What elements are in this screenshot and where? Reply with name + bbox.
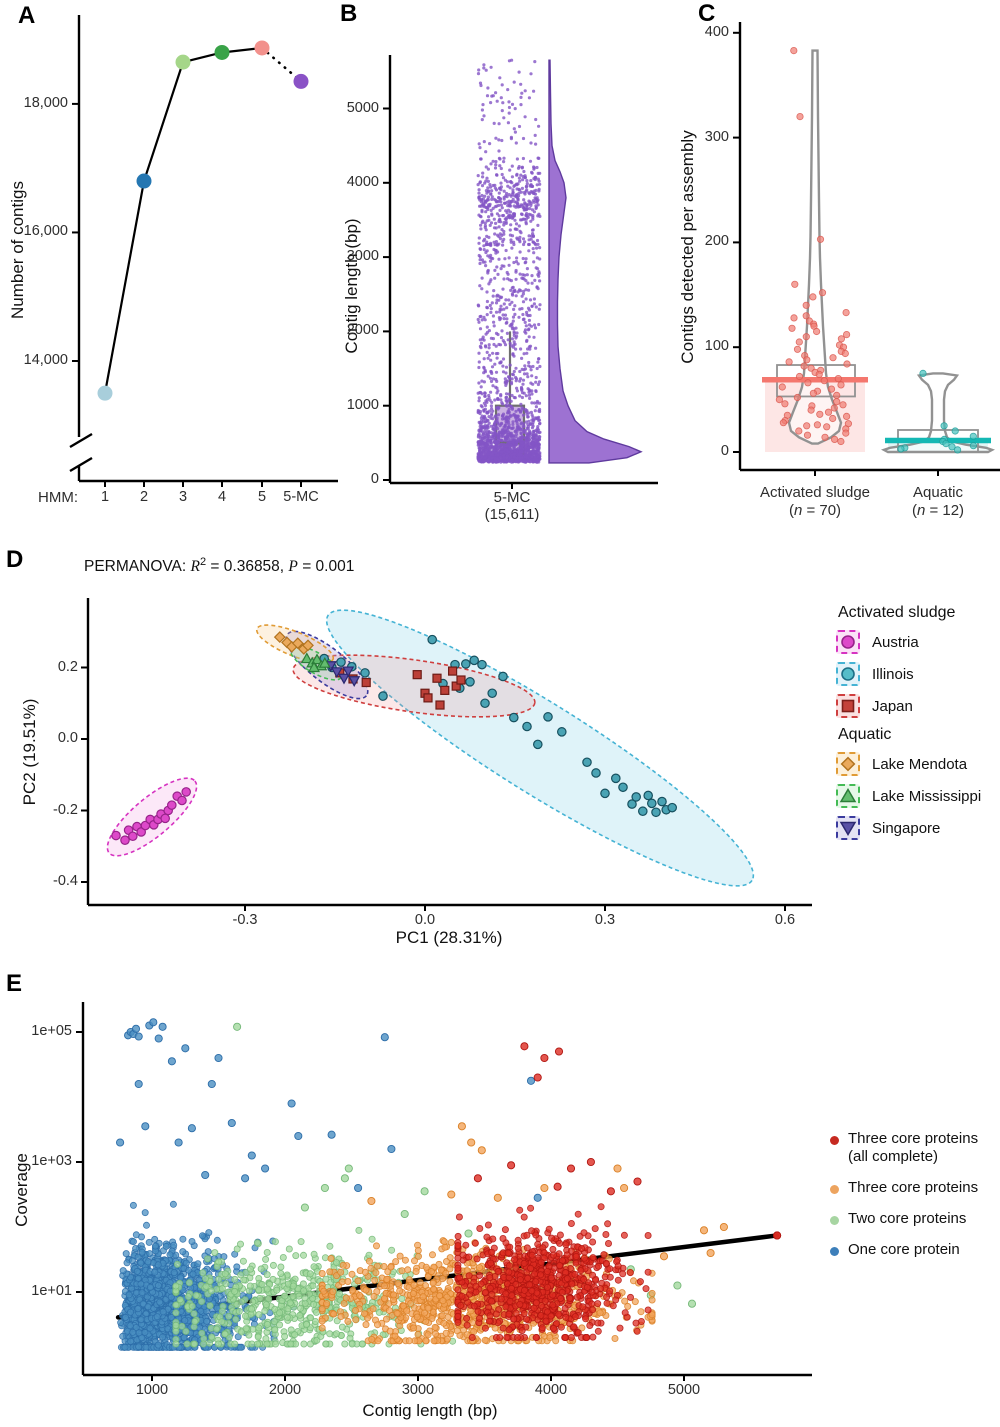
- panel-label-b: B: [340, 0, 358, 27]
- red-dot-icon: [830, 1136, 839, 1145]
- tick-label: 300: [704, 128, 729, 145]
- tick-label: 200: [704, 233, 729, 250]
- e-points-three-core-proteins-all-complete-: [454, 1042, 782, 1342]
- legend-item-three-complete: Three core proteins (all complete): [830, 1130, 1000, 1166]
- legend-item-austria: Austria: [836, 630, 1000, 654]
- tick-label: 18,000: [23, 94, 68, 111]
- blue-dot-icon: [830, 1247, 839, 1256]
- tick-label: -0.3: [232, 912, 258, 928]
- tick-label: 0.3: [594, 912, 616, 928]
- c-group1-n: (n = 70): [788, 502, 842, 519]
- tick-label: 2: [139, 489, 149, 505]
- hmm-point-2: [136, 173, 152, 189]
- pca-points-lake-mendota: [273, 631, 314, 655]
- tick-label: 3: [178, 489, 188, 505]
- axis-title-e-x: Contig length (bp): [362, 1401, 498, 1420]
- b-category-label: 5-MC: [493, 489, 531, 506]
- c-violin: [787, 49, 843, 445]
- b-jitter-points: [476, 58, 542, 464]
- c-group1-label: Activated sludge: [759, 484, 871, 501]
- tick-label: 3000: [346, 248, 379, 265]
- tick-label: -0.2: [53, 801, 78, 818]
- c-group2-n: (n = 12): [911, 502, 965, 519]
- singapore-key-icon: [836, 816, 860, 840]
- tick-label: 2000: [268, 1382, 302, 1398]
- pca-points-austria: [111, 787, 191, 845]
- legend-item-japan: Japan: [836, 694, 1000, 718]
- panel-c-plot: [733, 22, 1000, 476]
- illinois-key-icon: [836, 662, 860, 686]
- legend-item-lake-mississippi: Lake Mississippi: [836, 784, 1000, 808]
- tick-label: 2000: [346, 322, 379, 339]
- tick-label: 4000: [534, 1382, 568, 1398]
- legend-item-two: Two core proteins: [830, 1210, 1000, 1228]
- legend-item-illinois: Illinois: [836, 662, 1000, 686]
- tick-label: 5-MC: [283, 489, 319, 505]
- pca-points-illinois: [319, 634, 677, 818]
- panel-label-c: C: [698, 0, 716, 27]
- coverage-legend: Three core proteins (all complete) Three …: [830, 1130, 1000, 1272]
- hmm-prefix-label: HMM:: [38, 489, 78, 506]
- hmm-point-4: [214, 44, 230, 60]
- c-points-aquatic: [897, 369, 978, 454]
- tick-label: 1e+01: [31, 1283, 72, 1299]
- pca-points-singapore: [324, 661, 361, 687]
- lake-mississippi-key-icon: [836, 784, 860, 808]
- b-category-count: (15,611): [484, 506, 540, 523]
- tick-label: 0: [370, 471, 379, 487]
- tick-label: 4: [217, 489, 227, 505]
- tick-label: 400: [704, 23, 729, 40]
- orange-dot-icon: [830, 1185, 839, 1194]
- tick-label: 1: [100, 489, 110, 505]
- panel-d-plot: [81, 598, 812, 911]
- legend-item-singapore: Singapore: [836, 816, 1000, 840]
- hmm-point-3: [175, 54, 191, 70]
- tick-label: 14,000: [23, 352, 68, 368]
- japan-key-icon: [836, 694, 860, 718]
- tick-label: 3000: [401, 1382, 435, 1398]
- panel-label-a: A: [18, 2, 36, 29]
- tick-label: 1000: [346, 396, 379, 413]
- pca-legend: Activated sludge Austria Illinois Japan …: [836, 598, 1000, 848]
- tick-label: 5: [257, 489, 267, 505]
- axis-title-d-y: PC2 (19.51%): [20, 698, 39, 806]
- b-half-violin: [548, 59, 643, 464]
- tick-label: 0.0: [57, 730, 78, 746]
- tick-label: -0.4: [53, 873, 78, 889]
- c-points-activated-sludge: [775, 46, 853, 446]
- tick-label: 1e+03: [31, 1153, 72, 1169]
- tick-label: 5000: [667, 1382, 701, 1398]
- panel-label-d: D: [6, 546, 24, 573]
- tick-label: 0: [720, 443, 729, 459]
- permanova-title: PERMANOVA: R2 = 0.36858, P = 0.001: [84, 556, 355, 576]
- tick-label: 5000: [346, 99, 379, 116]
- lake-mendota-key-icon: [836, 752, 860, 776]
- tick-label: 16,000: [23, 223, 68, 240]
- axis-title-d-x: PC1 (28.31%): [395, 928, 503, 947]
- tick-label: 0.6: [774, 912, 796, 928]
- legend-header-aquatic: Aquatic: [838, 726, 892, 743]
- legend-item-one: One core protein: [830, 1241, 1000, 1259]
- legend-item-lake-mendota: Lake Mendota: [836, 752, 1000, 776]
- green-dot-icon: [830, 1216, 839, 1225]
- hmm-point-1: [97, 385, 113, 401]
- pca-points-lake-mississippi: [300, 652, 331, 673]
- hmm-point-5: [254, 40, 270, 56]
- legend-item-three: Three core proteins: [830, 1179, 1000, 1197]
- tick-label: 100: [704, 338, 729, 355]
- tick-label: 0.0: [414, 912, 436, 928]
- tick-label: 0.2: [57, 658, 78, 675]
- panel-label-e: E: [6, 970, 23, 997]
- panel-a-plot: [69, 15, 338, 487]
- legend-header-activated-sludge: Activated sludge: [838, 604, 956, 621]
- tick-label: 1000: [135, 1382, 169, 1398]
- austria-key-icon: [836, 630, 860, 654]
- hmm-point-5-MC: [293, 73, 309, 89]
- tick-label: 1e+05: [31, 1023, 72, 1039]
- c-group2-label: Aquatic: [912, 484, 964, 501]
- tick-label: 4000: [346, 173, 379, 190]
